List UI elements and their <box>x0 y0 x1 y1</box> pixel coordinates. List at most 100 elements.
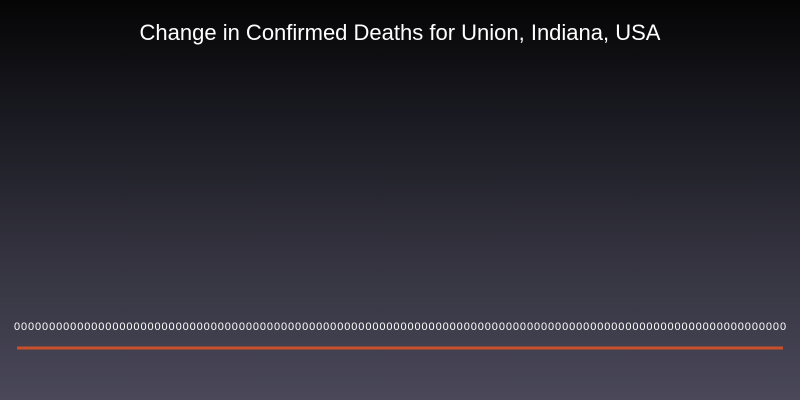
data-label: 0 <box>147 321 153 333</box>
data-label: 0 <box>337 321 343 333</box>
data-label: 0 <box>639 321 645 333</box>
data-label: 0 <box>232 321 238 333</box>
data-label: 0 <box>239 321 245 333</box>
data-label: 0 <box>204 321 210 333</box>
data-label: 0 <box>400 321 406 333</box>
data-label: 0 <box>562 321 568 333</box>
data-label: 0 <box>316 321 322 333</box>
data-label: 0 <box>653 321 659 333</box>
data-label: 0 <box>133 321 139 333</box>
data-label: 0 <box>190 321 196 333</box>
data-label: 0 <box>436 321 442 333</box>
data-label: 0 <box>162 321 168 333</box>
data-label: 0 <box>344 321 350 333</box>
data-label: 0 <box>267 321 273 333</box>
data-label: 0 <box>21 321 27 333</box>
data-label: 0 <box>541 321 547 333</box>
data-label: 0 <box>710 321 716 333</box>
data-label: 0 <box>499 321 505 333</box>
data-label: 0 <box>84 321 90 333</box>
data-label: 0 <box>492 321 498 333</box>
data-label: 0 <box>77 321 83 333</box>
data-label: 0 <box>309 321 315 333</box>
data-label: 0 <box>211 321 217 333</box>
data-label: 0 <box>407 321 413 333</box>
data-label: 0 <box>689 321 695 333</box>
data-label: 0 <box>35 321 41 333</box>
data-label: 0 <box>675 321 681 333</box>
data-label: 0 <box>379 321 385 333</box>
data-label: 0 <box>506 321 512 333</box>
data-label: 0 <box>274 321 280 333</box>
data-label: 0 <box>485 321 491 333</box>
data-label: 0 <box>646 321 652 333</box>
data-label: 0 <box>253 321 259 333</box>
data-label: 0 <box>140 321 146 333</box>
data-label: 0 <box>625 321 631 333</box>
data-label: 0 <box>443 321 449 333</box>
data-label: 0 <box>527 321 533 333</box>
data-label: 0 <box>105 321 111 333</box>
data-label: 0 <box>632 321 638 333</box>
data-label: 0 <box>415 321 421 333</box>
data-label: 0 <box>183 321 189 333</box>
data-label: 0 <box>281 321 287 333</box>
data-label: 0 <box>520 321 526 333</box>
data-label: 0 <box>126 321 132 333</box>
data-label: 0 <box>583 321 589 333</box>
data-label: 0 <box>225 321 231 333</box>
data-label: 0 <box>703 321 709 333</box>
data-label: 0 <box>780 321 786 333</box>
data-label: 0 <box>422 321 428 333</box>
data-label: 0 <box>295 321 301 333</box>
data-label: 0 <box>660 321 666 333</box>
data-label: 0 <box>154 321 160 333</box>
data-label: 0 <box>246 321 252 333</box>
data-label: 0 <box>555 321 561 333</box>
data-label: 0 <box>717 321 723 333</box>
data-label: 0 <box>260 321 266 333</box>
data-label: 0 <box>63 321 69 333</box>
data-label: 0 <box>112 321 118 333</box>
data-label: 0 <box>91 321 97 333</box>
data-label: 0 <box>597 321 603 333</box>
chart-title: Change in Confirmed Deaths for Union, In… <box>139 20 661 45</box>
data-label: 0 <box>682 321 688 333</box>
data-label: 0 <box>766 321 772 333</box>
data-label: 0 <box>351 321 357 333</box>
data-label: 0 <box>590 321 596 333</box>
data-label: 0 <box>288 321 294 333</box>
data-label: 0 <box>752 321 758 333</box>
data-label: 0 <box>218 321 224 333</box>
data-label: 0 <box>450 321 456 333</box>
data-label: 0 <box>176 321 182 333</box>
data-label: 0 <box>773 321 779 333</box>
data-label: 0 <box>386 321 392 333</box>
data-label: 0 <box>471 321 477 333</box>
data-label: 0 <box>604 321 610 333</box>
data-label: 0 <box>358 321 364 333</box>
data-label: 0 <box>365 321 371 333</box>
data-label: 0 <box>302 321 308 333</box>
data-label: 0 <box>323 321 329 333</box>
data-label: 0 <box>513 321 519 333</box>
data-label: 0 <box>49 321 55 333</box>
data-label: 0 <box>576 321 582 333</box>
data-label: 0 <box>42 321 48 333</box>
data-label: 0 <box>738 321 744 333</box>
data-label: 0 <box>759 321 765 333</box>
data-label: 0 <box>534 321 540 333</box>
data-label: 0 <box>119 321 125 333</box>
data-label: 0 <box>28 321 34 333</box>
data-label: 0 <box>464 321 470 333</box>
data-label: 0 <box>70 321 76 333</box>
data-label: 0 <box>745 321 751 333</box>
data-label: 0 <box>56 321 62 333</box>
data-label: 0 <box>696 321 702 333</box>
data-label: 0 <box>429 321 435 333</box>
data-label: 0 <box>330 321 336 333</box>
data-label: 0 <box>169 321 175 333</box>
data-label: 0 <box>611 321 617 333</box>
data-label: 0 <box>569 321 575 333</box>
